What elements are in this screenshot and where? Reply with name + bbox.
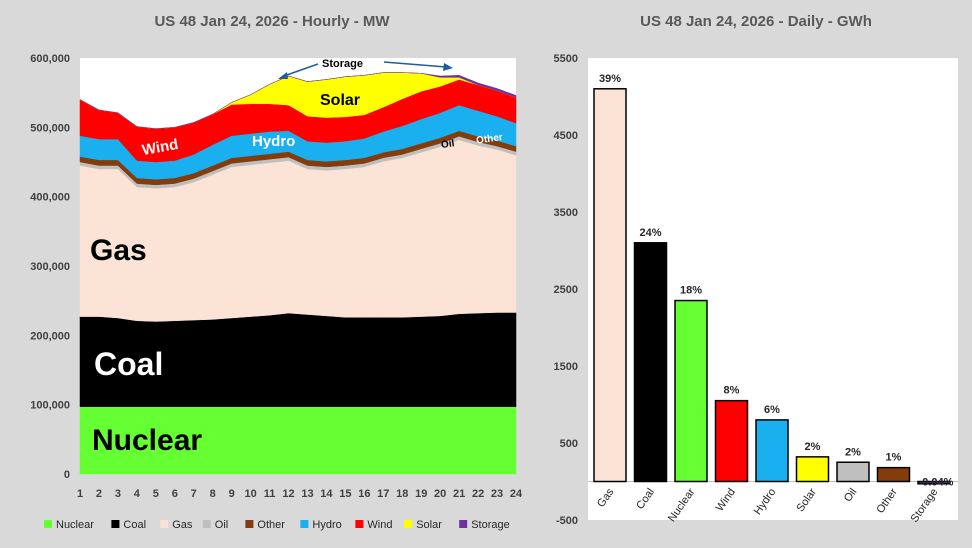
hourly-x-tick-label: 1 [77,488,83,500]
hourly-x-tick-label: 21 [453,488,465,500]
legend-swatch [404,520,413,528]
hourly-x-tick-label: 8 [210,488,216,500]
hourly-x-tick-label: 3 [115,488,121,500]
hourly-x-tick-label: 14 [320,488,333,500]
legend-swatch [202,520,211,528]
hourly-y-tick-label: 300,000 [30,261,70,273]
hourly-x-tick-label: 10 [244,488,256,500]
legend-swatch [459,520,468,528]
annotation-nuclear: Nuclear [92,424,202,457]
hourly-x-tick-label: 12 [282,488,294,500]
hourly-x-tick-label: 18 [396,488,408,500]
hourly-chart-title: US 48 Jan 24, 2026 - Hourly - MW [154,13,390,30]
hourly-x-axis: 1 2 3 4 5 6 7 8 9 10 11 12 13 14 15 16 17 18 19 20 21 22 23 24 [77,488,523,500]
storage-arrowhead-left [278,72,288,79]
legend-item-oil: Oil [202,519,228,531]
hourly-y-tick-label: 500,000 [30,122,70,134]
legend-swatch [111,520,120,528]
hourly-x-tick-label: 15 [339,488,351,500]
annotation-hydro: Hydro [252,133,295,150]
area-layer [79,72,517,475]
legend-label: Storage [471,519,510,531]
hourly-x-tick-label: 6 [172,488,178,500]
legend-swatch [355,520,364,528]
legend-label: Hydro [312,519,341,531]
annotation-solar: Solar [320,92,360,109]
legend-item-gas: Gas [160,519,193,531]
hourly-y-tick-label: 600,000 [30,53,70,65]
annotation-gas: Gas [90,234,147,267]
legend-item-wind: Wind [355,519,392,531]
hourly-x-tick-label: 2 [96,488,102,500]
legend-item-storage: Storage [459,519,510,531]
hourly-y-tick-label: 0 [64,469,70,481]
hourly-x-tick-label: 5 [153,488,159,500]
legend-item-nuclear: Nuclear [44,519,94,531]
legend-label: Other [257,519,285,531]
storage-arrow-left [283,63,319,77]
hourly-x-tick-label: 19 [415,488,427,500]
hourly-x-tick-label: 17 [377,488,389,500]
legend-label: Gas [172,519,193,531]
hourly-x-tick-label: 13 [301,488,313,500]
storage-arrow-right [383,61,447,68]
legend-label: Oil [215,519,228,531]
area-storage [79,72,517,129]
hourly-x-tick-label: 7 [191,488,197,500]
legend-item-hydro: Hydro [300,519,342,531]
legend-item-other: Other [245,519,285,531]
legend-label: Nuclear [56,519,94,531]
storage-arrowhead-right [443,63,453,71]
hourly-x-tick-label: 11 [264,488,276,500]
annotation-wind: Wind [141,136,180,159]
hourly-y-axis: 0 100,000 200,000 300,000 400,000 500,000 600,… [30,53,70,481]
annotation-coal: Coal [94,346,163,382]
legend-item-coal: Coal [111,519,146,531]
hourly-x-tick-label: 16 [358,488,370,500]
hourly-x-tick-label: 23 [491,488,503,500]
annotation-storage: Storage [322,58,363,70]
hourly-legend: Nuclear Coal Gas Oil Other Hydro Wind Solar Stor… [44,519,510,531]
legend-label: Solar [416,519,442,531]
annotation-other: Other [476,132,504,147]
legend-label: Coal [123,519,146,531]
legend-swatch [160,520,169,528]
hourly-x-tick-label: 22 [472,488,484,500]
hourly-x-tick-label: 20 [434,488,446,500]
hourly-y-tick-label: 400,000 [30,192,70,204]
legend-label: Wind [367,519,392,531]
annotation-oil: Oil [440,138,455,151]
hourly-x-tick-label: 4 [134,488,141,500]
legend-swatch [245,520,254,528]
legend-item-solar: Solar [404,519,442,531]
hourly-x-tick-label: 24 [510,488,523,500]
hourly-y-tick-label: 100,000 [30,400,70,412]
legend-swatch [300,520,309,528]
hourly-y-tick-label: 200,000 [30,330,70,342]
hourly-x-tick-label: 9 [229,488,235,500]
legend-swatch [44,520,52,528]
